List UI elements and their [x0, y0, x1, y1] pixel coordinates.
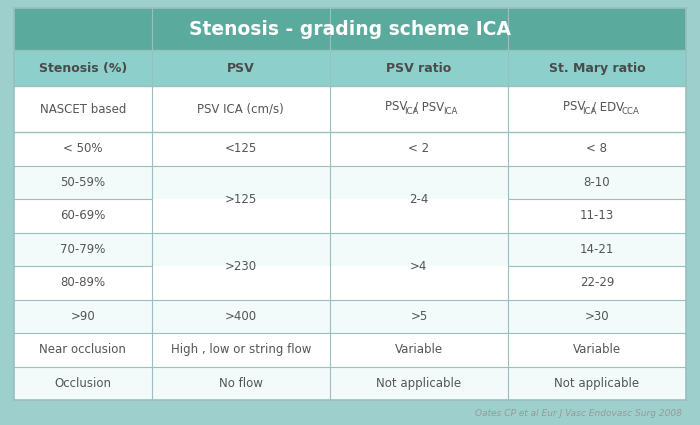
Bar: [330, 366, 508, 400]
Text: Oates CP et al Eur J Vasc Endovasc Surg 2008: Oates CP et al Eur J Vasc Endovasc Surg …: [475, 410, 682, 419]
Bar: [14, 132, 152, 165]
Text: Not applicable: Not applicable: [377, 377, 461, 390]
Bar: [152, 199, 330, 232]
Bar: [330, 165, 508, 199]
Bar: [14, 232, 152, 266]
Bar: [14, 300, 152, 333]
Bar: [330, 132, 508, 165]
Text: < 50%: < 50%: [63, 142, 103, 155]
Text: 70-79%: 70-79%: [60, 243, 106, 256]
Text: 50-59%: 50-59%: [60, 176, 106, 189]
Text: No flow: No flow: [219, 377, 262, 390]
Text: >90: >90: [71, 310, 95, 323]
Text: >30: >30: [584, 310, 609, 323]
Text: <125: <125: [225, 142, 257, 155]
Bar: [14, 366, 152, 400]
Text: / PSV: / PSV: [414, 100, 448, 113]
Text: >125: >125: [225, 193, 257, 206]
Bar: [330, 232, 508, 266]
Bar: [152, 232, 330, 266]
Bar: [330, 266, 508, 300]
Text: 60-69%: 60-69%: [60, 209, 106, 222]
Bar: [152, 50, 330, 86]
Text: 80-89%: 80-89%: [60, 276, 106, 289]
Text: Not applicable: Not applicable: [554, 377, 640, 390]
Bar: [330, 50, 508, 86]
Bar: [330, 333, 508, 366]
Bar: [508, 199, 686, 232]
Text: Stenosis - grading scheme ICA: Stenosis - grading scheme ICA: [189, 20, 511, 39]
Bar: [152, 165, 330, 199]
Text: NASCET based: NASCET based: [40, 102, 126, 116]
Text: CCA: CCA: [621, 107, 639, 116]
Bar: [14, 50, 152, 86]
Bar: [508, 232, 686, 266]
Text: PSV: PSV: [227, 62, 255, 74]
Text: Variable: Variable: [573, 343, 621, 356]
Text: 8-10: 8-10: [584, 176, 610, 189]
Bar: [152, 366, 330, 400]
Bar: [14, 8, 686, 50]
Bar: [152, 86, 330, 132]
Text: 14-21: 14-21: [580, 243, 614, 256]
Bar: [152, 300, 330, 333]
Text: 11-13: 11-13: [580, 209, 614, 222]
Text: PSV: PSV: [385, 100, 411, 113]
Bar: [508, 366, 686, 400]
Bar: [152, 333, 330, 366]
Text: 2-4: 2-4: [410, 193, 428, 206]
Text: ICA: ICA: [443, 107, 458, 116]
Text: Occlusion: Occlusion: [55, 377, 111, 390]
Bar: [152, 132, 330, 165]
Text: Variable: Variable: [395, 343, 443, 356]
Text: >400: >400: [225, 310, 257, 323]
Bar: [14, 86, 152, 132]
Text: >4: >4: [410, 260, 428, 272]
Bar: [330, 199, 508, 232]
Text: ICA: ICA: [404, 107, 419, 116]
Text: PSV: PSV: [563, 100, 589, 113]
Bar: [14, 165, 152, 199]
Bar: [14, 199, 152, 232]
Text: St. Mary ratio: St. Mary ratio: [549, 62, 645, 74]
Text: < 2: < 2: [408, 142, 429, 155]
Bar: [508, 333, 686, 366]
Text: 22-29: 22-29: [580, 276, 614, 289]
Bar: [508, 86, 686, 132]
Bar: [330, 86, 508, 132]
Text: >5: >5: [410, 310, 428, 323]
Text: PSV ratio: PSV ratio: [386, 62, 452, 74]
Text: ICA: ICA: [582, 107, 596, 116]
Bar: [508, 132, 686, 165]
Text: Stenosis (%): Stenosis (%): [38, 62, 127, 74]
Text: PSV ICA (cm/s): PSV ICA (cm/s): [197, 102, 284, 116]
Bar: [508, 266, 686, 300]
Text: < 8: < 8: [587, 142, 608, 155]
Bar: [14, 266, 152, 300]
Text: High , low or string flow: High , low or string flow: [171, 343, 311, 356]
Bar: [152, 266, 330, 300]
Text: >230: >230: [225, 260, 257, 272]
Bar: [330, 300, 508, 333]
Bar: [508, 50, 686, 86]
Bar: [508, 165, 686, 199]
Text: / EDV: / EDV: [592, 100, 628, 113]
Bar: [14, 333, 152, 366]
Bar: [508, 300, 686, 333]
Text: Near occlusion: Near occlusion: [39, 343, 126, 356]
